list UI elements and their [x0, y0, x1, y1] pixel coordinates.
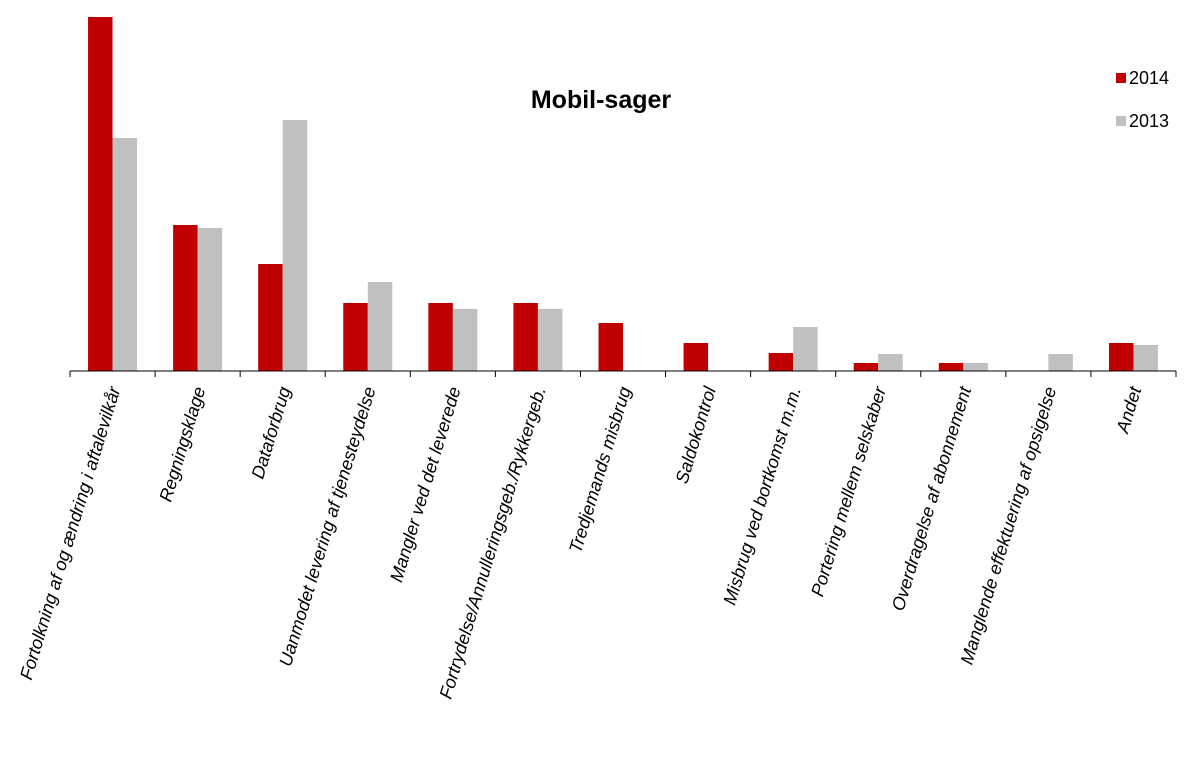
x-tick-label-6: Tredjemands misbrug: [565, 384, 635, 555]
bar-2014-7: [683, 343, 709, 371]
x-tick-label-4: Mangler ved det leverede: [386, 384, 465, 584]
bar-2013-8: [793, 327, 818, 371]
legend-label-2013: 2013: [1129, 111, 1169, 131]
bar-2014-10: [938, 363, 964, 371]
x-axis-ticks: [69, 371, 1177, 377]
bar-2014-6: [598, 323, 623, 371]
bar-2013-1: [197, 228, 223, 371]
bar-2013-11: [1048, 354, 1073, 371]
bar-2014-0: [88, 17, 113, 371]
legend-swatch-2014: [1116, 73, 1126, 83]
x-tick-label-12: Andet: [1112, 383, 1145, 436]
x-tick-label-0: Fortolkning af og ændring i aftalevilkår: [16, 383, 125, 682]
bar-2013-4: [452, 309, 478, 371]
legend: 2014 2013: [1116, 68, 1169, 131]
bar-2014-9: [853, 363, 879, 371]
bar-2013-12: [1133, 345, 1158, 371]
bar-2014-4: [428, 303, 453, 371]
x-tick-label-11: Manglende effektuering af opsigelse: [957, 384, 1061, 666]
x-tick-label-3: Uanmodet levering af tjenesteydelse: [275, 384, 379, 668]
bar-2014-3: [343, 303, 368, 371]
chart-title: Mobil-sager: [531, 86, 672, 114]
legend-swatch-2013: [1116, 116, 1126, 126]
x-tick-label-10: Overdragelse af abonnement: [888, 383, 976, 613]
bar-2014-12: [1108, 343, 1134, 371]
bar-2013-5: [537, 309, 563, 371]
bar-2013-10: [963, 363, 988, 371]
bar-2013-0: [112, 138, 138, 371]
bar-2014-5: [513, 303, 538, 371]
bar-2013-9: [878, 354, 903, 371]
bars: [88, 17, 1158, 371]
bar-2013-2: [282, 120, 308, 371]
x-tick-label-5: Fortrydelse/Annulleringsgeb./Rykkergeb.: [436, 384, 550, 701]
x-tick-label-2: Dataforbrug: [248, 384, 295, 481]
bar-2013-3: [367, 282, 393, 371]
x-tick-label-9: Portering mellem selskaber: [807, 383, 890, 598]
x-tick-label-7: Saldokontrol: [672, 383, 721, 485]
x-axis-tick-labels: Fortolkning af og ændring i aftalevilkår…: [16, 383, 1146, 701]
bar-2014-8: [768, 353, 794, 371]
legend-label-2014: 2014: [1129, 68, 1169, 88]
x-tick-label-8: Misbrug ved bortkomst m.m.: [719, 384, 805, 607]
x-tick-label-1: Regningsklage: [155, 384, 209, 504]
bar-2014-1: [173, 225, 198, 371]
bar-2014-2: [258, 264, 283, 371]
